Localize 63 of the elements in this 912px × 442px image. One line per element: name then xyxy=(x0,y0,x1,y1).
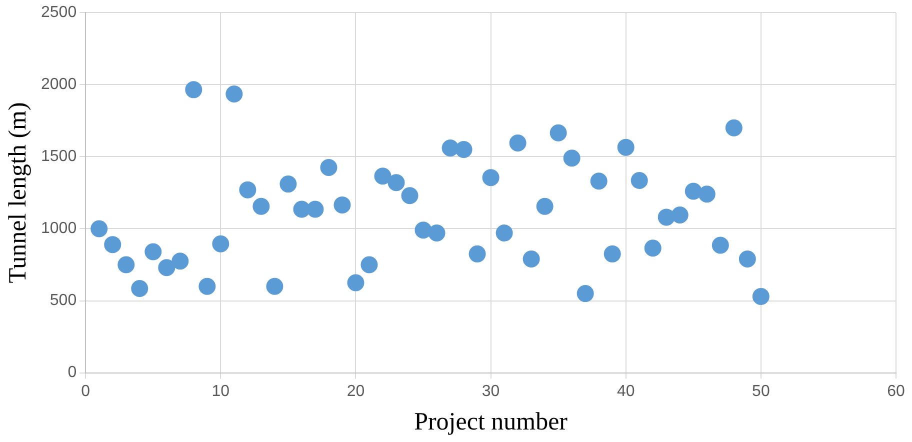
y-tick-label: 2500 xyxy=(41,4,77,22)
point xyxy=(509,134,526,152)
point xyxy=(185,81,202,98)
y-tick-label: 0 xyxy=(68,364,77,382)
x-tick-label: 60 xyxy=(887,382,905,400)
point xyxy=(334,196,351,214)
point xyxy=(644,240,662,257)
point xyxy=(347,274,364,292)
x-tick-label: 0 xyxy=(81,382,90,400)
point xyxy=(455,140,472,158)
y-tick-label: 2000 xyxy=(41,76,77,94)
point xyxy=(536,198,554,215)
point xyxy=(212,235,230,252)
point xyxy=(118,256,135,274)
point xyxy=(401,187,418,204)
point xyxy=(360,256,378,274)
point xyxy=(563,150,580,167)
point xyxy=(684,182,702,200)
point xyxy=(522,250,540,268)
point xyxy=(428,224,446,242)
point xyxy=(158,259,176,276)
point xyxy=(320,158,338,176)
x-axis-title: Project number xyxy=(414,408,568,436)
point xyxy=(144,243,162,260)
x-tick-label: 40 xyxy=(616,382,635,400)
point xyxy=(280,176,297,193)
point xyxy=(252,198,270,215)
point xyxy=(388,174,405,192)
point xyxy=(239,181,256,198)
point xyxy=(604,245,621,262)
point xyxy=(198,278,216,295)
point xyxy=(658,208,675,226)
point xyxy=(752,288,770,305)
point xyxy=(712,236,729,254)
x-tick-label: 10 xyxy=(212,382,230,400)
y-tick-label: 1500 xyxy=(41,148,77,166)
point xyxy=(576,285,594,302)
point xyxy=(374,168,392,185)
point xyxy=(698,186,716,203)
point xyxy=(496,224,513,242)
x-tick-label: 50 xyxy=(752,382,770,400)
point xyxy=(266,278,284,295)
point xyxy=(550,124,567,142)
point xyxy=(738,250,756,268)
point xyxy=(90,220,108,238)
point xyxy=(306,200,324,218)
point xyxy=(226,86,243,103)
point xyxy=(172,252,189,270)
point xyxy=(617,138,634,156)
point xyxy=(630,172,648,189)
point xyxy=(671,206,688,224)
x-tick-label: 30 xyxy=(482,382,500,400)
x-tick-label: 20 xyxy=(346,382,365,400)
point xyxy=(590,172,608,190)
point xyxy=(414,222,432,239)
y-axis-title: Tunnel length (m) xyxy=(4,102,32,284)
y-tick-label: 500 xyxy=(50,292,77,310)
point xyxy=(131,280,148,298)
point xyxy=(482,169,500,186)
point xyxy=(104,236,122,254)
y-tick-label: 1000 xyxy=(41,220,77,238)
point xyxy=(468,245,486,262)
point xyxy=(725,119,742,136)
